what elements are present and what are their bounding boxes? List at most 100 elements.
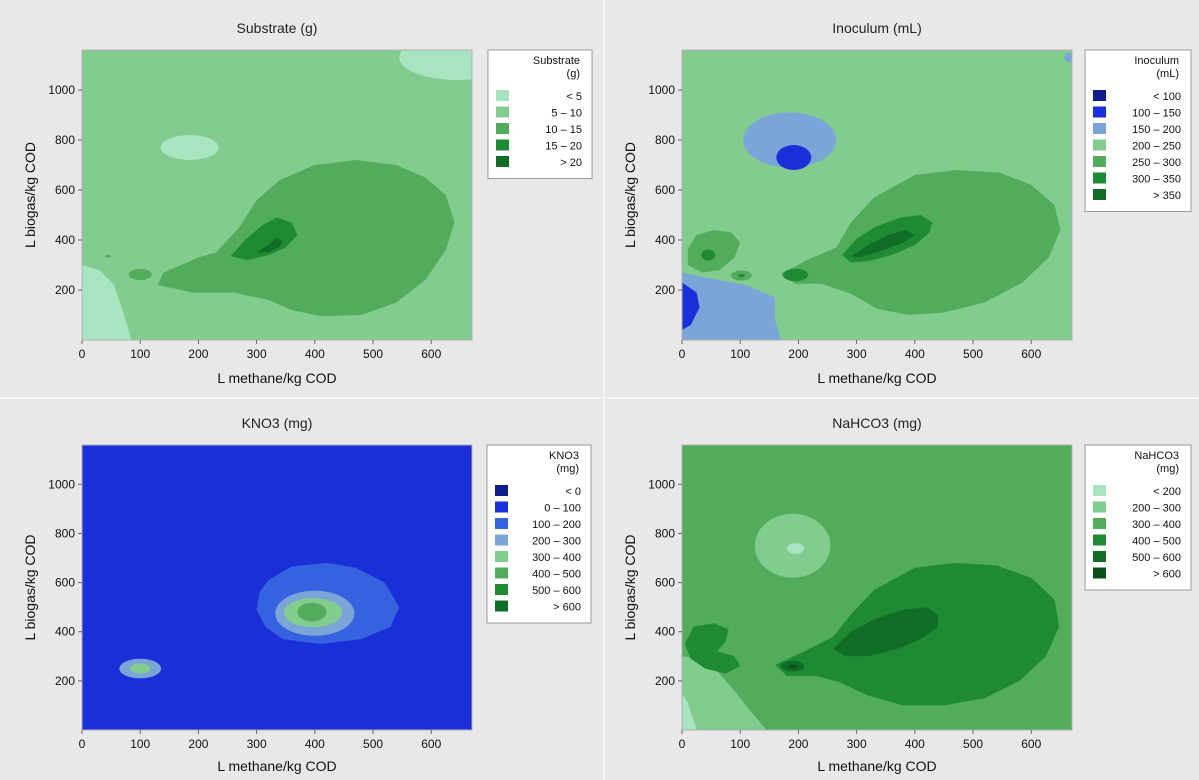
- x-tick-label: 100: [730, 347, 750, 361]
- kno3-legend-swatch: [495, 584, 508, 595]
- kno3-legend-title: KNO3: [549, 450, 579, 462]
- x-tick-label: 200: [188, 347, 208, 361]
- kno3-y-axis-label: L biogas/kg COD: [22, 534, 38, 640]
- x-tick-label: 0: [679, 347, 686, 361]
- kno3-legend-label: 300 – 400: [532, 552, 581, 564]
- substrate-contour-region: [230, 217, 298, 260]
- inoculum-legend-label: 200 – 250: [1132, 141, 1181, 153]
- substrate-legend-title: Substrate: [533, 55, 580, 67]
- kno3-contour-region: [297, 602, 327, 622]
- substrate-contour-region: [157, 160, 455, 317]
- inoculum-legend: Inoculum(mL) < 100 100 – 150 150 – 200 200 –…: [1084, 49, 1192, 212]
- kno3-legend-label: 0 – 100: [544, 503, 581, 515]
- nahco3-contour-region: [684, 623, 741, 674]
- inoculum-contour-region: [850, 230, 915, 258]
- y-tick-label: 800: [655, 526, 675, 540]
- nahco3-x-axis-label: L methane/kg COD: [817, 758, 936, 774]
- nahco3-contour-region: [786, 543, 805, 555]
- x-tick-label: 0: [79, 347, 86, 361]
- kno3-legend-swatch: [495, 567, 508, 579]
- nahco3-legend-label: 200 – 300: [1132, 503, 1181, 515]
- x-tick-label: 500: [363, 347, 383, 361]
- kno3-x-axis-label: L methane/kg COD: [217, 758, 336, 774]
- kno3-legend: KNO3(mg) < 0 0 – 100 100 – 200 200 – 300 300 …: [486, 444, 592, 624]
- y-tick-label: 800: [55, 133, 75, 147]
- substrate-contour-region: [82, 265, 132, 340]
- substrate-plot-area: [82, 50, 472, 340]
- x-tick-label: 200: [788, 347, 808, 361]
- substrate-contour-region: [399, 50, 472, 80]
- substrate-legend-label: 5 – 10: [551, 108, 582, 120]
- substrate-legend-label: 15 – 20: [545, 141, 582, 153]
- inoculum-legend-title: (mL): [1156, 68, 1179, 80]
- substrate-plot-frame: [81, 49, 473, 341]
- inoculum-legend-title: Inoculum: [1134, 55, 1179, 67]
- y-tick-label: 400: [55, 233, 75, 247]
- x-tick-label: 500: [963, 347, 983, 361]
- nahco3-legend: NaHCO3(mg) < 200 200 – 300 300 – 400 400 – 5…: [1084, 444, 1192, 591]
- x-tick-label: 300: [247, 347, 267, 361]
- y-tick-label: 200: [55, 283, 75, 297]
- nahco3-contour-panel: NaHCO3 (mg) 0 100 200 300 400 500 600 200 400 600 8…: [605, 399, 1199, 780]
- substrate-y-axis-label: L biogas/kg COD: [22, 142, 38, 248]
- substrate-legend: Substrate(g) < 5 5 – 10 10 – 15 15 – 20 > 20: [487, 49, 593, 179]
- x-tick-label: 600: [1021, 737, 1041, 751]
- y-tick-label: 400: [655, 625, 675, 639]
- nahco3-legend-swatch: [1093, 534, 1106, 546]
- y-tick-label: 600: [655, 576, 675, 590]
- kno3-contour-region: [129, 663, 151, 674]
- y-tick-label: 1000: [648, 83, 675, 97]
- kno3-legend-swatch: [495, 485, 508, 496]
- substrate-legend-label: > 20: [560, 157, 582, 169]
- x-tick-label: 400: [905, 347, 925, 361]
- inoculum-x-axis-label: L methane/kg COD: [817, 370, 936, 386]
- inoculum-legend-swatch: [1093, 106, 1106, 118]
- nahco3-legend-label: > 600: [1153, 569, 1181, 581]
- y-tick-label: 800: [655, 133, 675, 147]
- inoculum-contour-region: [682, 272, 781, 340]
- inoculum-legend-swatch: [1093, 189, 1106, 200]
- substrate-contour-region: [160, 135, 219, 160]
- kno3-legend-label: > 600: [553, 602, 581, 614]
- x-tick-label: 400: [305, 347, 325, 361]
- inoculum-contour-region: [776, 145, 812, 170]
- kno3-contour-panel: KNO3 (mg) 0 100 200 300 400 500 600 200 400 600 800…: [0, 399, 602, 780]
- inoculum-legend-label: 150 – 200: [1132, 124, 1181, 136]
- kno3-legend-swatch: [495, 501, 508, 513]
- kno3-legend-label: < 0: [565, 486, 581, 498]
- nahco3-legend-box: [1084, 444, 1192, 591]
- y-tick-label: 200: [55, 674, 75, 688]
- x-tick-label: 500: [963, 737, 983, 751]
- y-tick-label: 1000: [48, 477, 75, 491]
- inoculum-contour-panel: Inoculum (mL) 0 100 200 300 400 500 600 200 400 60…: [605, 0, 1199, 396]
- inoculum-contour-region: [701, 249, 716, 261]
- x-tick-label: 300: [247, 737, 267, 751]
- kno3-plot-frame: [81, 444, 473, 731]
- x-tick-label: 500: [363, 737, 383, 751]
- nahco3-contour-region: [682, 656, 767, 730]
- inoculum-legend-label: 250 – 300: [1132, 157, 1181, 169]
- x-tick-label: 0: [679, 737, 686, 751]
- y-tick-label: 200: [655, 283, 675, 297]
- nahco3-legend-swatch: [1093, 518, 1106, 529]
- nahco3-contour-region: [833, 607, 939, 657]
- substrate-legend-swatch: [496, 106, 509, 118]
- substrate-contour-region: [105, 254, 112, 258]
- y-tick-label: 600: [55, 183, 75, 197]
- x-tick-label: 100: [730, 737, 750, 751]
- y-tick-label: 600: [655, 183, 675, 197]
- substrate-contour-region: [256, 237, 283, 253]
- inoculum-legend-label: < 100: [1153, 91, 1181, 103]
- inoculum-contour-region: [687, 230, 741, 273]
- x-tick-label: 0: [79, 737, 86, 751]
- inoculum-contour-region: [781, 170, 1061, 315]
- inoculum-legend-label: 100 – 150: [1132, 108, 1181, 120]
- inoculum-legend-label: 300 – 350: [1132, 174, 1181, 186]
- kno3-legend-swatch: [495, 551, 508, 562]
- panel-divider-vertical: [603, 0, 605, 780]
- inoculum-chart-title: Inoculum (mL): [832, 20, 921, 36]
- substrate-legend-label: < 5: [566, 91, 582, 103]
- substrate-contour-panel: Substrate (g) 0 100 200 300 400 500 600 200 400 60…: [0, 0, 602, 396]
- y-tick-label: 1000: [648, 477, 675, 491]
- substrate-contour-region: [128, 269, 152, 280]
